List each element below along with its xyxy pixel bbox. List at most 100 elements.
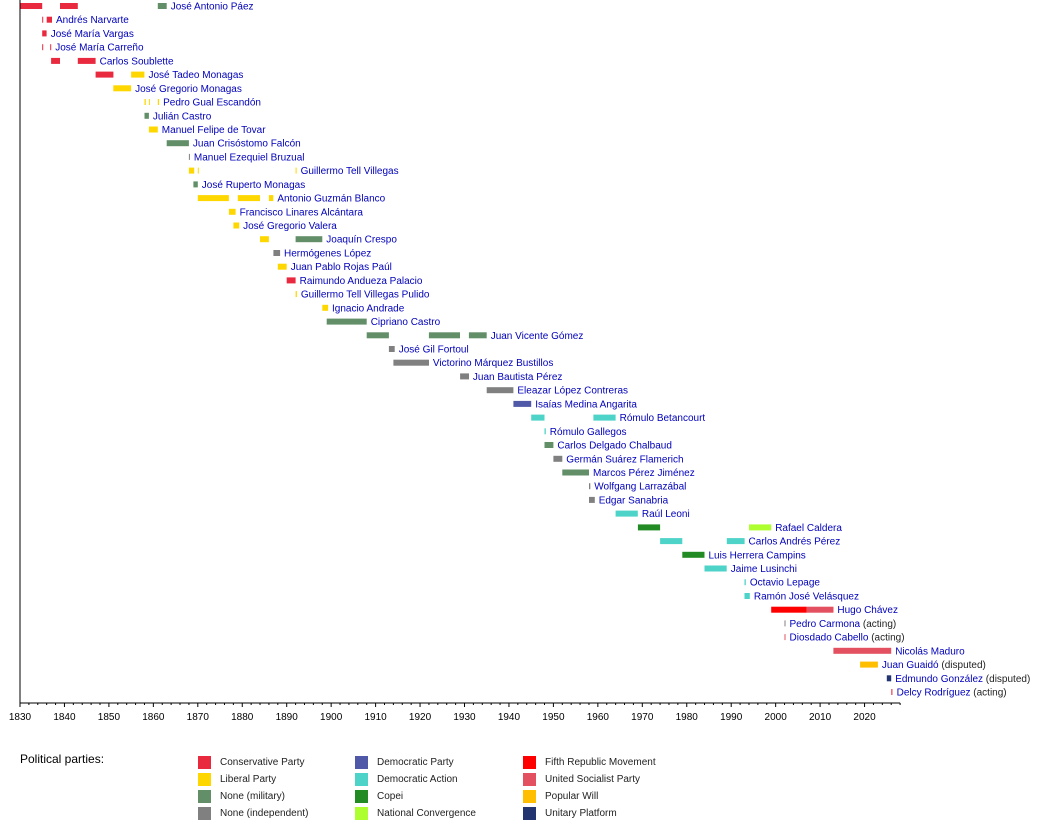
term-bar: [704, 565, 727, 572]
x-tick-label: 2010: [809, 712, 832, 723]
term-bar: [771, 606, 807, 613]
president-label: Isaías Medina Angarita: [535, 399, 637, 410]
term-bar: [295, 291, 297, 298]
x-tick-label: 1970: [631, 712, 654, 723]
president-name: José Gregorio Monagas: [135, 84, 242, 95]
president-name: José María Vargas: [51, 29, 134, 40]
legend-title: Political parties:: [20, 752, 105, 766]
president-label: Francisco Linares Alcántara: [240, 207, 364, 218]
president-label: Carlos Andrés Pérez: [749, 537, 841, 548]
president-name: Eleazar López Contreras: [517, 386, 628, 397]
president-name: Rómulo Gallegos: [550, 427, 627, 438]
legend-swatch: [198, 773, 211, 786]
president-label: Nicolás Maduro: [895, 646, 965, 657]
president-label: Edgar Sanabria: [599, 495, 669, 506]
term-bar: [197, 167, 199, 174]
term-bar: [144, 112, 149, 119]
legend-label: United Socialist Party: [545, 774, 641, 785]
president-name: Pedro Carmona: [790, 619, 861, 630]
president-label: Julián Castro: [153, 111, 212, 122]
president-name: Diosdado Cabello: [790, 633, 869, 644]
x-tick-label: 1900: [320, 712, 343, 723]
president-label: Eleazar López Contreras: [517, 386, 628, 397]
term-bar: [562, 469, 589, 476]
term-bar: [833, 647, 892, 654]
legend-label: Unitary Platform: [545, 808, 617, 819]
president-label: José Ruperto Monagas: [202, 180, 305, 191]
term-bar: [131, 71, 145, 78]
legend-swatch: [355, 790, 368, 803]
term-bar: [237, 195, 260, 202]
president-label: Luis Herrera Campins: [709, 550, 806, 561]
term-bar: [193, 181, 198, 188]
term-bar: [891, 689, 893, 695]
legend-label: National Convergence: [377, 808, 476, 819]
term-bar: [428, 332, 460, 339]
term-bar: [615, 510, 638, 517]
president-name: Juan Guaidó: [882, 660, 939, 671]
president-name: José Tadeo Monagas: [149, 70, 244, 81]
president-label: José Gregorio Monagas: [135, 84, 242, 95]
president-name: Victorino Márquez Bustillos: [433, 358, 553, 369]
term-bar: [744, 579, 746, 586]
x-tick-label: 2000: [765, 712, 788, 723]
president-label: Hugo Chávez: [837, 605, 898, 616]
legend-swatch: [523, 807, 536, 820]
term-bar: [148, 99, 150, 105]
president-name: Julián Castro: [153, 111, 212, 122]
president-name: José Gil Fortoul: [399, 345, 469, 356]
president-name: Hugo Chávez: [837, 605, 898, 616]
term-bar: [682, 551, 705, 558]
term-bar: [148, 126, 158, 133]
term-bar: [486, 387, 514, 394]
legend-label: Fifth Republic Movement: [545, 757, 656, 768]
president-name: Nicolás Maduro: [895, 646, 965, 657]
term-bar: [366, 332, 389, 339]
x-tick-label: 1980: [676, 712, 699, 723]
term-bar: [42, 30, 47, 37]
term-bar: [295, 167, 297, 174]
president-label: José Gregorio Valera: [243, 221, 337, 232]
president-name: Rómulo Betancourt: [620, 413, 706, 424]
president-label: Carlos Soublette: [100, 56, 174, 67]
term-bar: [188, 167, 195, 174]
term-bar: [77, 57, 96, 64]
president-label: Manuel Ezequiel Bruzual: [194, 152, 305, 163]
legend-label: Democratic Party: [377, 757, 454, 768]
president-label: Germán Suárez Flamerich: [566, 454, 683, 465]
term-bar: [460, 373, 469, 380]
president-name: Antonio Guzmán Blanco: [277, 194, 385, 205]
legend-label: Liberal Party: [220, 774, 277, 785]
president-name: Luis Herrera Campins: [709, 550, 806, 561]
president-label: José María Carreño: [55, 43, 144, 54]
term-bar: [42, 16, 44, 23]
president-name: Cipriano Castro: [371, 317, 441, 328]
term-bar: [886, 675, 892, 682]
x-axis: 1830 1840 1850 1860 1870 1880 1890 1900 1910 1920…: [9, 0, 901, 723]
term-bar: [95, 71, 114, 78]
president-label: Hermógenes López: [284, 249, 371, 260]
president-label: José María Vargas: [51, 29, 134, 40]
term-bar: [531, 414, 545, 421]
president-name: Edmundo González: [895, 674, 983, 685]
president-name: Raúl Leoni: [642, 509, 690, 520]
president-label: Marcos Pérez Jiménez: [593, 468, 695, 479]
labels-layer: José Antonio Páez Andrés Narvarte José Mar…: [51, 2, 1031, 699]
x-tick-label: 1960: [587, 712, 610, 723]
president-name: Rafael Caldera: [775, 523, 842, 534]
president-name: José Ruperto Monagas: [202, 180, 305, 191]
president-label: Pedro Gual Escandón: [163, 98, 261, 109]
president-name: Juan Vicente Gómez: [491, 331, 584, 342]
term-bar: [277, 263, 287, 270]
president-name: Ramón José Velásquez: [754, 592, 859, 603]
president-name: Hermógenes López: [284, 249, 371, 260]
president-name: Carlos Andrés Pérez: [749, 537, 841, 548]
term-bar: [589, 496, 595, 503]
president-label: Rómulo Gallegos: [550, 427, 627, 438]
president-name: Carlos Soublette: [100, 56, 174, 67]
legend-swatch: [198, 756, 211, 769]
legend-swatch: [198, 790, 211, 803]
president-name: José Gregorio Valera: [243, 221, 337, 232]
president-label: Raúl Leoni: [642, 509, 690, 520]
president-name: Isaías Medina Angarita: [535, 399, 637, 410]
